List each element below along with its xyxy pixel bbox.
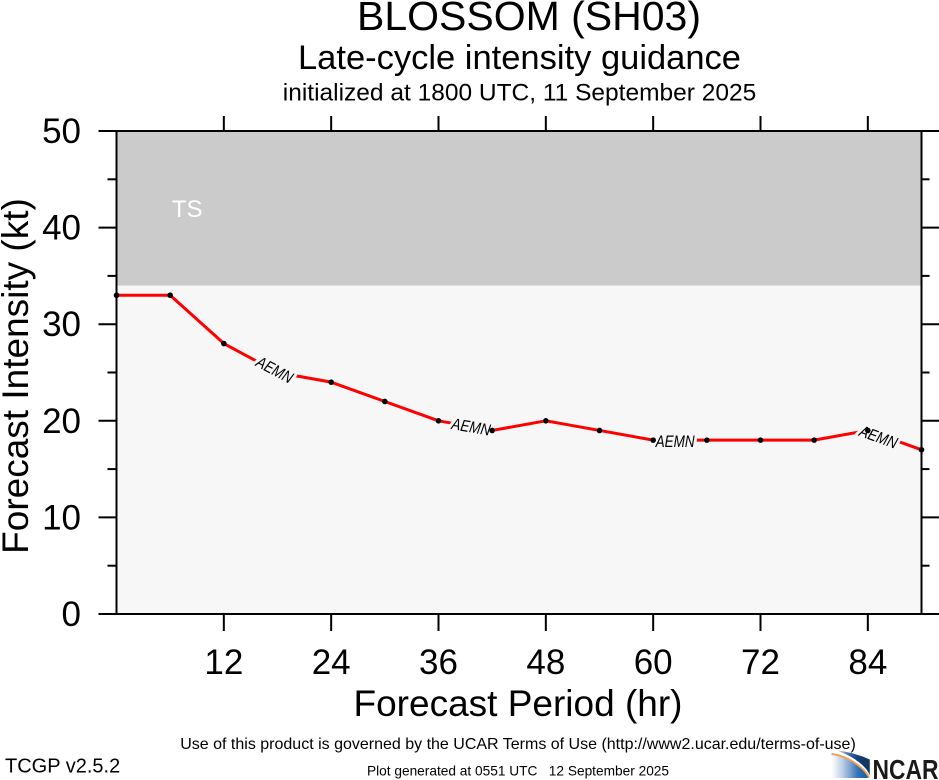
data-point-marker [543,418,549,424]
chart-title: BLOSSOM (SH03) [357,0,701,39]
x-axis-ticks: 12 24 36 48 60 72 84 [204,116,887,682]
data-point-marker [382,398,388,405]
data-point-marker [811,437,817,443]
y-tick-label: 30 [42,305,81,344]
y-tick-label: 10 [42,498,81,537]
data-point-marker [650,437,656,443]
x-tick-label: 12 [204,643,243,682]
version-text: TCGP v2.5.2 [5,756,120,778]
x-tick-label: 24 [312,643,351,682]
data-point-marker [435,418,442,424]
ncar-logo: NCAR [831,750,939,780]
y-axis-ticks: 0 10 20 30 40 50 [42,112,939,634]
series-line-aemn [116,293,923,452]
y-tick-label: 50 [42,112,81,151]
y-tick-label: 20 [42,402,81,441]
data-point-marker [757,437,764,443]
chart-subtitle: Late-cycle intensity guidance [298,39,741,77]
ts-band-label: TS [172,196,203,223]
x-tick-label: 36 [419,643,458,682]
data-point-marker [113,292,120,299]
data-point-marker [489,427,495,434]
y-axis-title: Forecast Intensity (kt) [0,198,36,554]
data-point-marker [221,340,227,347]
plot-frame [115,130,923,615]
ts-intensity-band [116,131,922,286]
data-point-marker [865,427,871,434]
data-point-marker [596,427,603,434]
data-point-marker [918,446,925,453]
x-tick-label: 48 [526,643,565,682]
x-tick-label: 60 [634,643,673,682]
y-tick-label: 0 [62,595,81,634]
y-tick-label: 40 [42,209,81,248]
x-tick-label: 72 [741,643,780,682]
x-axis-title: Forecast Period (hr) [354,683,683,724]
ncar-logo-text: NCAR [873,754,939,780]
chart-init-time: initialized at 1800 UTC, 11 September 20… [283,80,757,107]
generated-timestamp-text: Plot generated at 0551 UTC 12 September … [367,764,669,779]
data-point-marker [167,292,173,299]
x-tick-label: 84 [848,643,887,682]
data-point-marker [704,437,710,443]
series-label: AEMN [655,433,695,451]
ncar-swoosh-icon [831,750,870,778]
terms-of-use-text: Use of this product is governed by the U… [180,736,856,753]
data-point-marker [328,379,334,385]
